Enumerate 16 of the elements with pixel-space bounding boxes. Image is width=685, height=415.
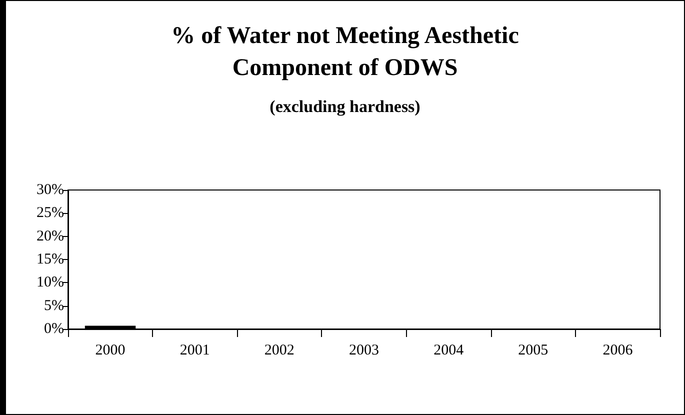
y-tick-label: 20% — [36, 228, 64, 244]
y-tick-label: 25% — [36, 205, 64, 222]
x-tick-label: 2006 — [602, 342, 634, 358]
y-tick-label: 30% — [36, 182, 64, 198]
chart-subtitle: (excluding hardness) — [270, 97, 420, 116]
chart-title: % of Water not Meeting Aesthetic Component of ODWS — [171, 23, 520, 81]
y-tick-label: 0% — [44, 321, 64, 337]
x-tick-label: 2001 — [180, 342, 210, 358]
x-tick-label: 2004 — [434, 342, 464, 358]
x-tick-label: 2003 — [349, 342, 379, 358]
x-tick-label: 2005 — [518, 342, 548, 358]
y-tick-label: 10% — [36, 274, 64, 291]
x-tick-label: 2002 — [264, 342, 294, 358]
y-tick-label: 15% — [36, 252, 64, 268]
y-tick-label: 5% — [44, 298, 64, 314]
x-tick-label: 2000 — [95, 342, 126, 358]
